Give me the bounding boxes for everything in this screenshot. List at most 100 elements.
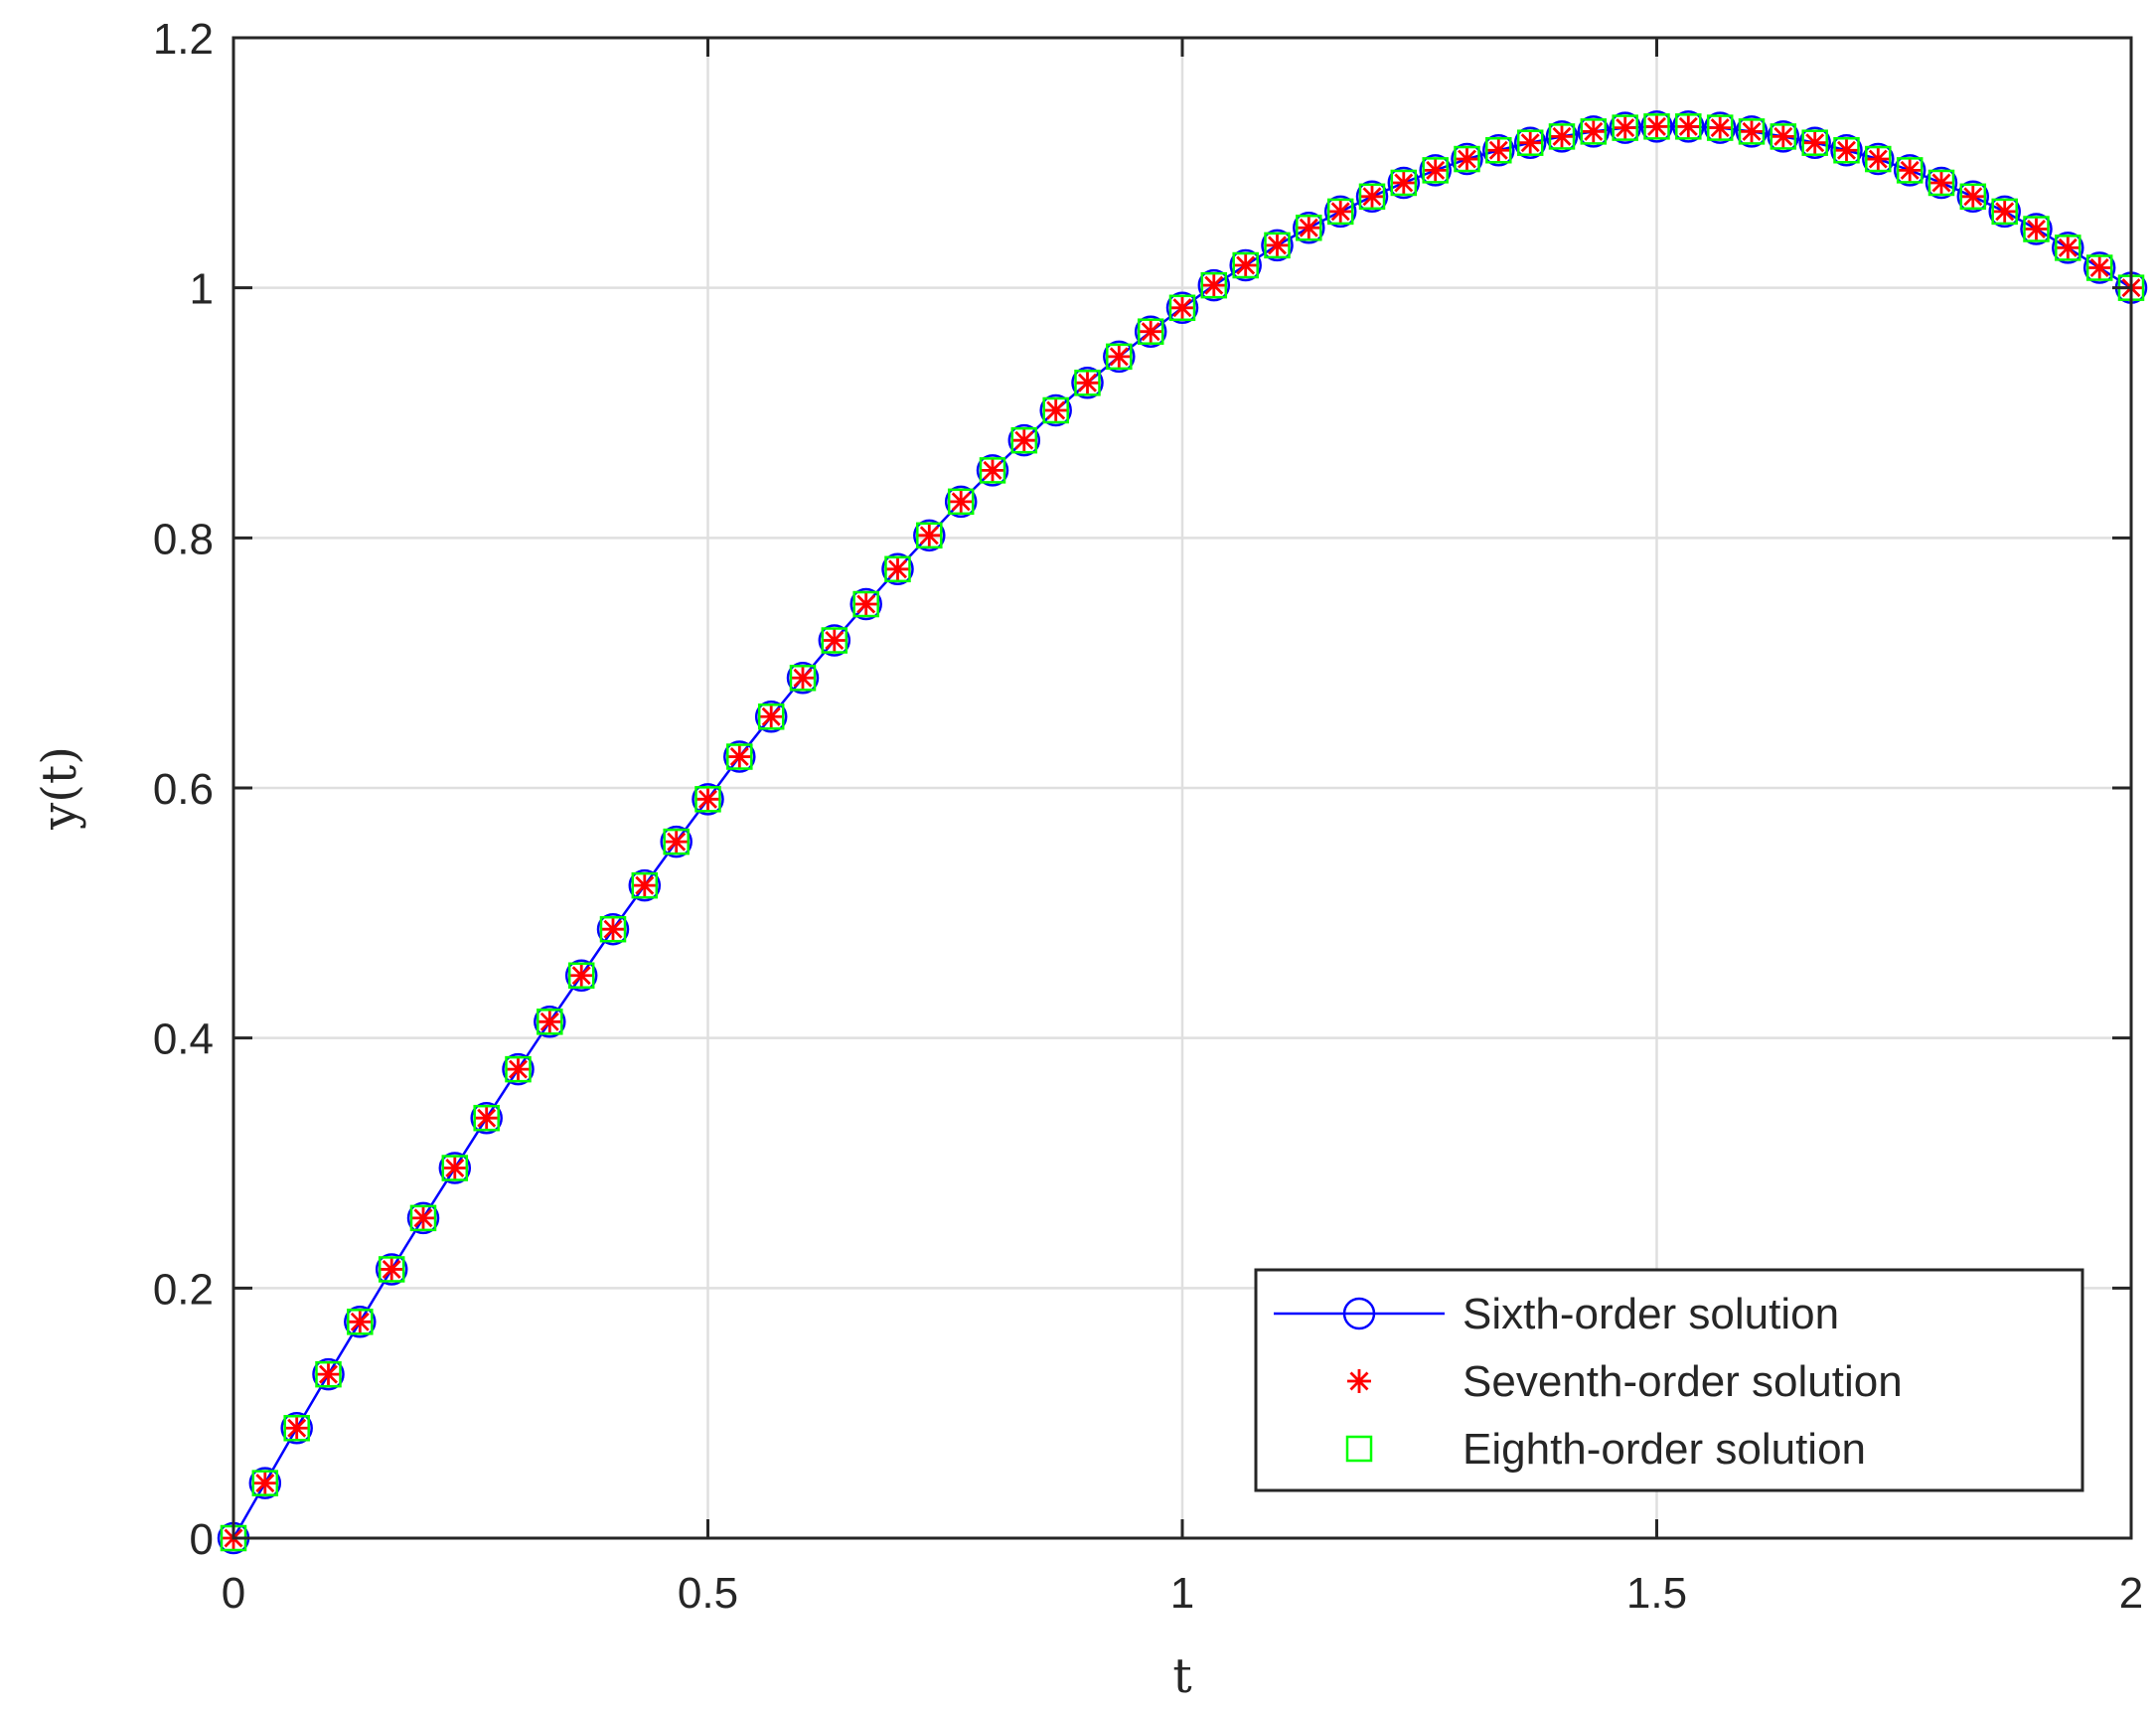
data-point xyxy=(694,786,721,813)
ticks: 0 0.5 1 1.5 2 0 0.2 0.4 0.6 0.8 1 1.2 xyxy=(153,15,2143,1618)
data-point xyxy=(347,1309,374,1335)
data-point xyxy=(757,703,785,730)
data-point xyxy=(1770,123,1797,150)
data-point xyxy=(727,744,752,769)
legend-entries: Sixth-order solution Seventh-order soluti… xyxy=(1274,1290,1903,1474)
data-point xyxy=(759,704,784,729)
x-tick-label: 1.5 xyxy=(1626,1569,1687,1618)
data-point xyxy=(537,1009,563,1035)
data-point xyxy=(2082,251,2116,284)
data-point xyxy=(1513,126,1547,159)
data-point xyxy=(1039,393,1072,427)
data-point xyxy=(663,828,690,856)
data-point xyxy=(409,1204,437,1232)
data-point xyxy=(505,1055,532,1083)
x-tick-label: 1 xyxy=(1170,1569,1194,1618)
data-point xyxy=(1229,248,1262,282)
data-point xyxy=(1925,166,1958,200)
data-point xyxy=(1010,426,1038,454)
data-point xyxy=(1609,111,1641,144)
data-point xyxy=(791,666,815,691)
data-point xyxy=(1293,212,1325,244)
data-point xyxy=(596,912,630,946)
data-point xyxy=(315,1360,342,1388)
data-point xyxy=(1959,183,1987,211)
data-point xyxy=(1485,137,1512,164)
data-point xyxy=(251,1470,279,1496)
data-point xyxy=(1708,115,1733,140)
legend-entry: Seventh-order solution xyxy=(1347,1357,1903,1406)
data-point xyxy=(949,489,974,514)
data-point xyxy=(252,1471,277,1495)
data-point xyxy=(1798,126,1831,159)
data-point xyxy=(947,488,975,516)
data-point xyxy=(1862,142,1895,176)
data-point xyxy=(1801,129,1828,156)
data-point xyxy=(1297,216,1321,240)
data-point xyxy=(312,1357,345,1391)
y-axis-label: y(t) xyxy=(32,746,87,831)
data-point xyxy=(1802,130,1827,155)
data-point xyxy=(1139,319,1163,344)
legend-entry: Eighth-order solution xyxy=(1345,1425,1866,1474)
data-point xyxy=(1200,271,1228,299)
data-point xyxy=(726,743,753,770)
data-point xyxy=(818,624,851,657)
data-point xyxy=(692,783,724,816)
data-point xyxy=(1550,124,1574,149)
data-point xyxy=(502,1052,535,1086)
data-point xyxy=(1706,114,1734,141)
legend-label: Eighth-order solution xyxy=(1463,1425,1866,1474)
data-point xyxy=(470,1101,503,1135)
data-point xyxy=(1896,157,1924,184)
data-point xyxy=(723,740,756,773)
data-point xyxy=(1355,180,1389,214)
data-point xyxy=(1771,124,1795,149)
data-point xyxy=(1043,397,1068,422)
data-point xyxy=(380,1257,404,1282)
data-point xyxy=(884,555,911,583)
data-point xyxy=(442,1156,467,1180)
x-axis-label: t xyxy=(1172,1648,1191,1704)
data-point xyxy=(885,556,910,581)
data-point xyxy=(406,1201,440,1235)
legend-marker xyxy=(1345,1435,1373,1463)
data-point xyxy=(1929,170,1953,195)
data-point xyxy=(849,587,882,621)
data-point xyxy=(821,627,848,654)
legend-label: Sixth-order solution xyxy=(1463,1290,1839,1338)
data-point xyxy=(1296,215,1322,241)
data-point xyxy=(1071,367,1104,399)
data-point xyxy=(1358,183,1386,211)
data-point xyxy=(283,1415,310,1442)
data-point xyxy=(1075,371,1100,395)
data-point xyxy=(1740,119,1764,144)
data-point xyxy=(1232,251,1259,279)
data-point xyxy=(280,1412,313,1445)
data-point xyxy=(1735,115,1769,148)
data-point xyxy=(1866,147,1891,172)
data-point xyxy=(1197,268,1231,302)
data-point xyxy=(1423,158,1448,183)
data-point xyxy=(438,1152,472,1184)
data-point xyxy=(1007,423,1041,457)
data-point xyxy=(1106,343,1133,371)
data-point xyxy=(1992,199,2017,224)
data-point xyxy=(664,830,689,855)
data-point xyxy=(2085,254,2113,281)
y-tick-label: 1 xyxy=(190,265,214,314)
data-point xyxy=(564,959,598,992)
data-point xyxy=(976,454,1009,487)
data-point xyxy=(1455,147,1479,172)
data-point xyxy=(979,457,1006,484)
data-point xyxy=(1137,318,1164,345)
data-point xyxy=(1991,198,2018,226)
data-point xyxy=(631,871,659,899)
data-point xyxy=(1893,154,1926,187)
data-point xyxy=(1201,273,1226,298)
data-point xyxy=(474,1106,499,1131)
data-point xyxy=(1360,184,1384,209)
data-point xyxy=(284,1416,309,1441)
x-tick-label: 2 xyxy=(2119,1569,2143,1618)
data-point xyxy=(1676,114,1701,139)
